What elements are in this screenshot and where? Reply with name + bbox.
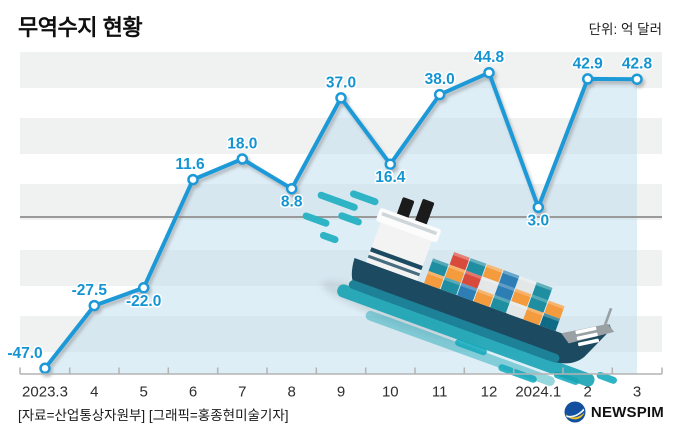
source-credit: [자료=산업통상자원부] [그래픽=홍종현미술기자] (18, 408, 289, 423)
x-tick-label: 2023.3 (22, 384, 68, 401)
data-point-label: 44.8 (474, 49, 505, 66)
data-point-label: 38.0 (425, 71, 455, 88)
water-reflection (337, 284, 595, 387)
data-point-label: -47.0 (7, 345, 42, 362)
x-tick-label: 11 (432, 384, 448, 401)
data-point-marker (335, 92, 347, 104)
x-tick-label: 7 (238, 384, 246, 401)
data-point-label: 16.4 (375, 169, 406, 186)
data-point-marker (631, 73, 643, 85)
x-tick-label: 12 (481, 384, 498, 401)
data-point-label: 42.9 (573, 55, 604, 72)
x-axis: 2023.3 4 5 6 7 8 9 10 11 12 2024.1 2 3 (19, 367, 663, 401)
x-tick-label: 8 (288, 384, 296, 401)
data-point-label: -27.5 (72, 282, 108, 299)
data-point-marker (137, 282, 150, 294)
x-tick-label: 9 (337, 384, 345, 401)
x-tick-label: 2024.1 (515, 384, 561, 401)
data-point-label: 42.8 (622, 56, 653, 73)
waterline-stripe (348, 280, 560, 363)
data-point-marker (532, 201, 545, 214)
unit-label: 단위: 억 달러 (588, 22, 662, 37)
superstructure (366, 208, 441, 281)
x-tick-label: 10 (382, 384, 399, 401)
data-point-marker (88, 299, 101, 312)
data-point-label: 18.0 (227, 136, 257, 153)
data-point-label: -22.0 (126, 293, 161, 310)
newspim-logo: NEWSPIM (564, 401, 664, 423)
data-point-marker (285, 182, 298, 195)
data-point-marker (483, 66, 495, 79)
data-point-label: 11.6 (175, 156, 205, 173)
x-tick-label: 3 (633, 384, 641, 401)
data-point-marker (581, 73, 594, 85)
bow-mast (603, 307, 613, 326)
data-point-label: 8.8 (281, 194, 303, 211)
data-point-marker (433, 88, 446, 101)
ship-hull (351, 257, 612, 364)
data-point-marker (39, 362, 51, 375)
brand-wordmark: NEWSPIM (590, 403, 664, 421)
cargo-ship-illustration (302, 190, 617, 387)
data-point-marker (236, 153, 249, 165)
data-line (39, 66, 643, 375)
page-title: 무역수지 현황 (18, 15, 143, 40)
x-tick-label: 2 (584, 384, 592, 401)
data-point-marker (187, 173, 199, 186)
bow-deck (561, 323, 615, 344)
data-point-label: 3.0 (528, 212, 550, 229)
data-point-marker (384, 158, 397, 170)
x-tick-label: 6 (189, 384, 197, 401)
data-labels: -47.0 -27.5 -22.0 11.6 18.0 8.8 37.0 16.4 38.0 44… (6, 48, 654, 364)
x-tick-label: 5 (140, 384, 148, 401)
x-tick-label: 4 (90, 384, 98, 401)
water-reflection (365, 310, 555, 386)
containers (424, 252, 565, 332)
deck-hatches (575, 326, 600, 347)
newspim-globe-icon (564, 401, 586, 423)
data-point-label: 37.0 (326, 74, 356, 91)
